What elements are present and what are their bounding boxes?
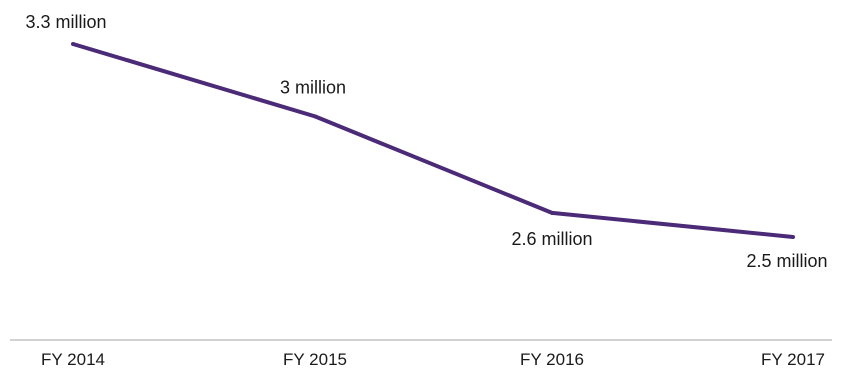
data-point: [791, 235, 795, 239]
data-point: [71, 42, 75, 46]
x-tick-labels-layer: FY 2014 FY 2015 FY 2016 FY 2017: [41, 350, 825, 369]
x-tick-label: FY 2017: [761, 350, 825, 369]
data-labels-layer: 3.3 million 3 million 2.6 million 2.5 milli…: [25, 12, 827, 271]
series-layer: [71, 42, 795, 239]
data-label: 3 million: [280, 77, 346, 97]
data-label: 3.3 million: [25, 12, 106, 32]
data-label: 2.5 million: [746, 251, 827, 271]
x-tick-label: FY 2015: [283, 350, 347, 369]
data-label: 2.6 million: [511, 229, 592, 249]
data-point: [550, 210, 554, 215]
x-tick-label: FY 2016: [520, 350, 584, 369]
x-tick-label: FY 2014: [41, 350, 105, 369]
data-point: [313, 114, 317, 119]
series-line: [72, 42, 794, 239]
